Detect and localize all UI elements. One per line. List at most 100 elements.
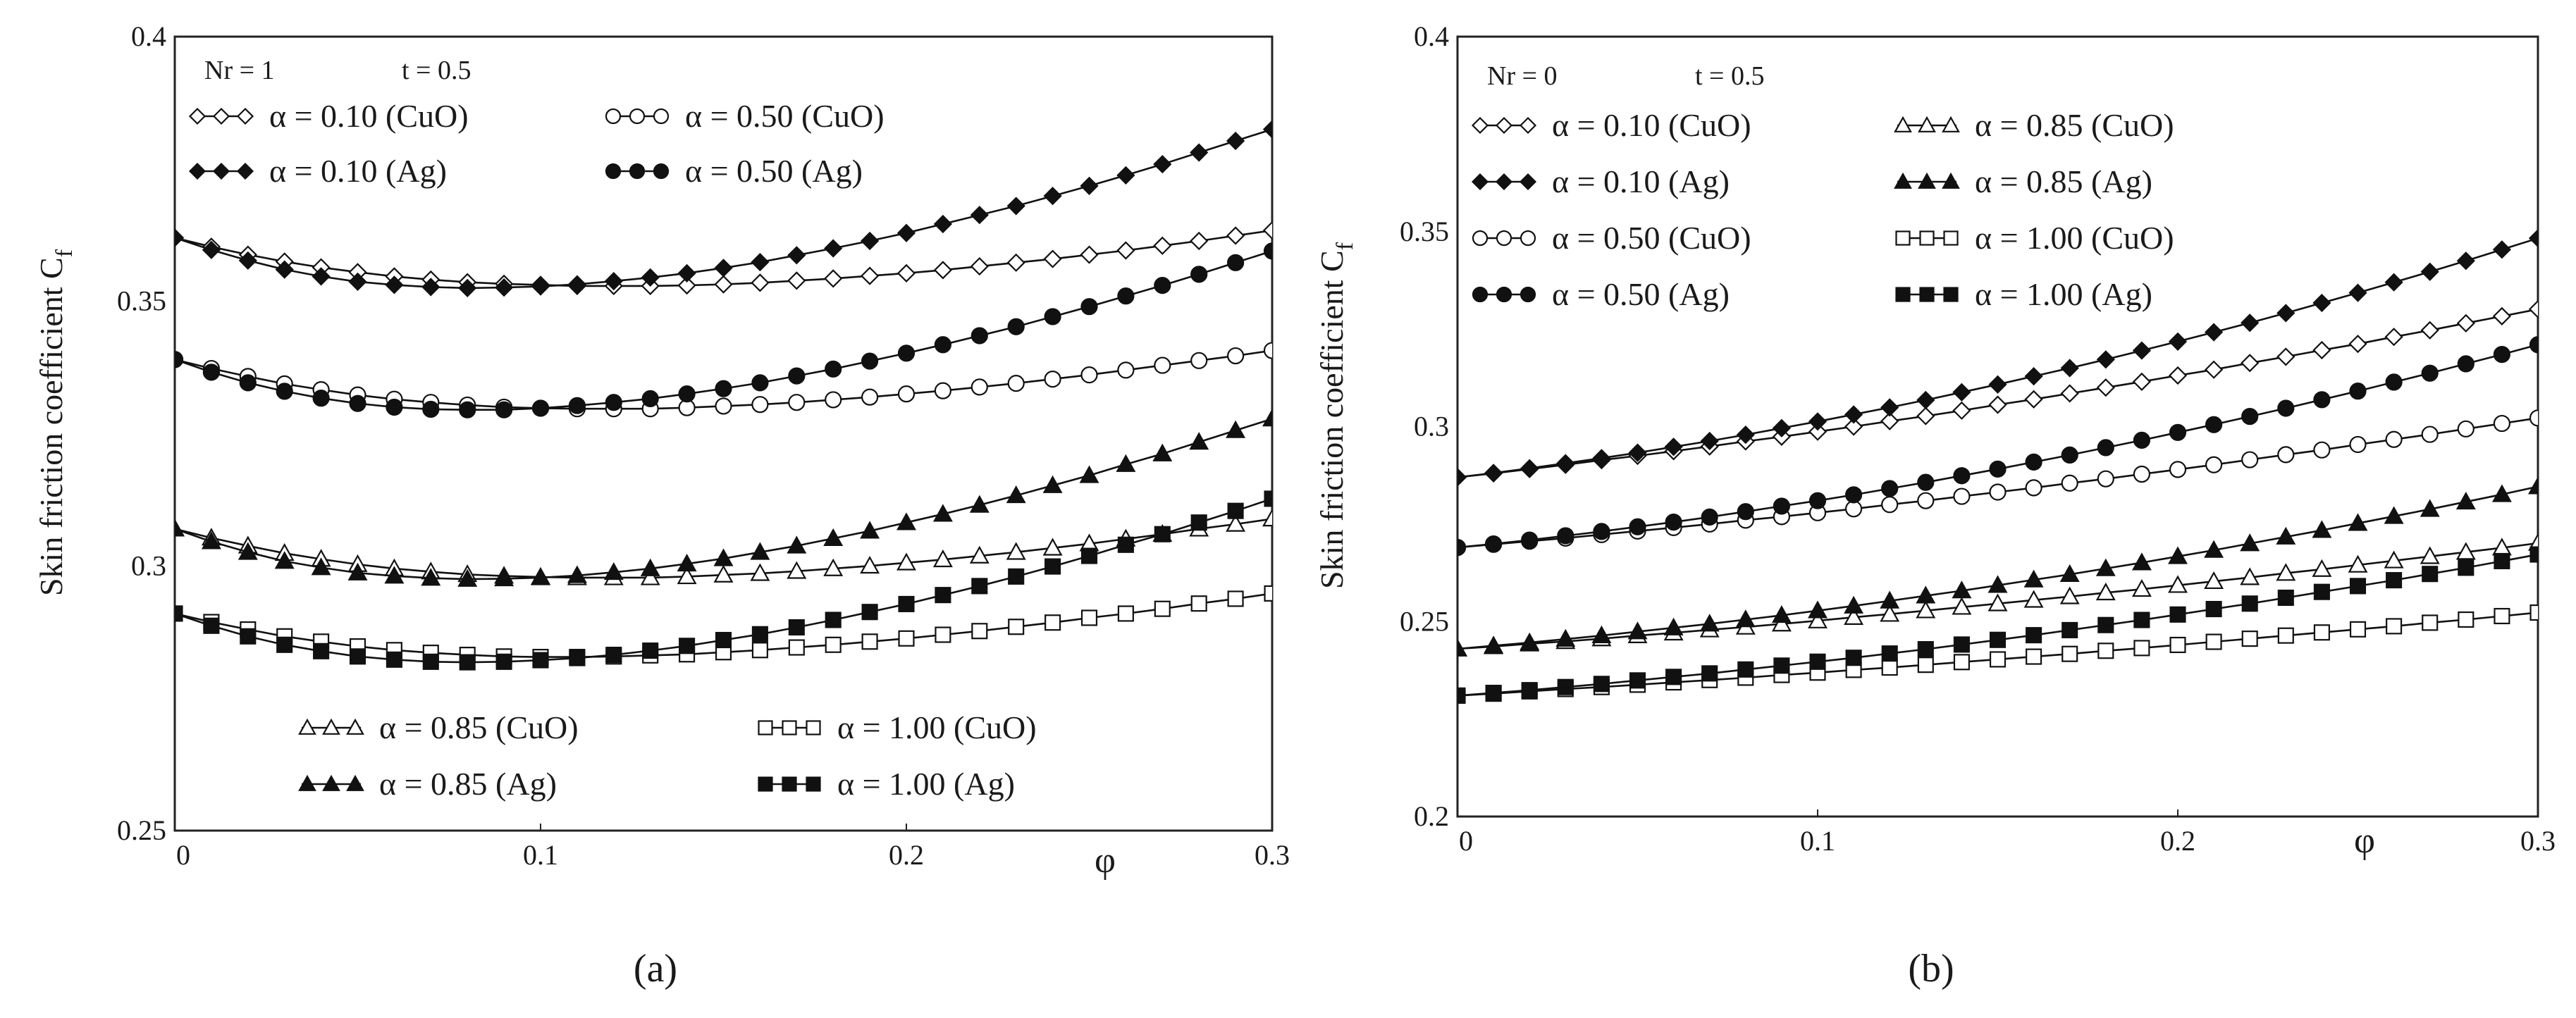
data-point (1555, 628, 1576, 647)
data-point (1116, 241, 1135, 260)
data-point (1988, 593, 2008, 612)
x-tick-label: 0.2 (2160, 825, 2195, 857)
x-tick-label: 0.3 (2520, 825, 2556, 857)
data-point (1117, 361, 1135, 379)
data-point (933, 261, 953, 280)
data-point (1880, 590, 1900, 609)
legend-marker (653, 163, 670, 180)
data-point (2422, 566, 2439, 583)
legend-marker (629, 108, 646, 125)
data-point (1989, 460, 2007, 478)
data-point (385, 275, 404, 294)
data-point (897, 344, 916, 362)
legend-label: α = 0.85 (CuO) (379, 709, 579, 745)
data-point (531, 567, 550, 585)
data-point (203, 617, 220, 634)
data-point (1485, 535, 1503, 553)
data-point (1043, 249, 1062, 268)
data-point (458, 278, 477, 297)
data-point (569, 650, 586, 666)
data-point (2312, 559, 2332, 577)
data-point (311, 557, 331, 576)
data-point (2313, 391, 2331, 409)
data-point (825, 360, 842, 378)
data-point (459, 401, 476, 418)
data-point (2420, 546, 2440, 564)
data-point (2312, 340, 2331, 360)
data-point (1808, 492, 1827, 509)
data-point (1916, 600, 1936, 619)
data-point (1881, 659, 1898, 676)
data-point (421, 568, 441, 586)
data-point (2132, 372, 2152, 391)
data-point (2349, 578, 2367, 595)
data-point (861, 388, 879, 406)
data-point (2276, 347, 2295, 366)
data-point (1772, 418, 1792, 437)
data-point (1917, 657, 1934, 674)
data-point (457, 569, 478, 587)
data-point (2168, 575, 2188, 593)
data-point (1154, 600, 1171, 617)
data-point (1593, 523, 1610, 540)
data-point (2097, 470, 2114, 488)
data-point (2277, 627, 2294, 644)
data-point (2456, 252, 2475, 271)
data-point (1044, 614, 1061, 631)
data-point (1006, 485, 1026, 504)
data-point (1773, 497, 1790, 515)
data-point (2528, 476, 2538, 495)
data-point (1952, 581, 1972, 599)
data-point (678, 385, 696, 403)
legend-label: α = 0.50 (Ag) (685, 153, 863, 189)
legend-marker (1942, 172, 1960, 189)
data-point (2529, 546, 2538, 563)
data-point (2421, 426, 2439, 443)
data-point (935, 626, 951, 643)
data-point (349, 648, 366, 665)
data-point (1189, 432, 1209, 450)
data-point (1226, 131, 1245, 151)
data-point (1988, 575, 2008, 593)
data-point (605, 647, 622, 664)
data-point (2455, 491, 2476, 510)
data-point (2529, 604, 2538, 621)
legend-label: α = 0.85 (CuO) (1975, 107, 2174, 143)
data-point (969, 495, 990, 513)
data-point (788, 639, 805, 656)
data-point (2095, 582, 2116, 601)
header-t-b: t = 0.5 (1695, 61, 1765, 91)
y-tick-label: 0.3 (131, 550, 166, 581)
data-point (1917, 640, 1934, 658)
data-point (2420, 499, 2440, 517)
data-point (1773, 657, 1790, 674)
data-point (2131, 552, 2152, 571)
chart-panel-a: 0.25 0.3 0.35 0.4 0 0.1 0.2 0.3 Skin friction c… (33, 20, 1290, 991)
data-point (275, 260, 294, 279)
data-point (1880, 411, 1899, 430)
data-point (1917, 492, 1935, 509)
legend-marker (298, 718, 316, 735)
data-point (1557, 527, 1574, 545)
data-point (1226, 226, 1245, 245)
data-point (2385, 430, 2403, 448)
legend-item: α = 0.10 (Ag) (1471, 163, 1730, 199)
data-point (1591, 625, 1612, 643)
data-point (787, 246, 806, 265)
data-point (1006, 542, 1026, 560)
data-point (1190, 595, 1207, 612)
data-point (605, 394, 622, 411)
data-point (1458, 687, 1466, 704)
data-point (2241, 631, 2258, 647)
legend-marker (1895, 230, 1911, 246)
legend-item: α = 1.00 (Ag) (758, 766, 1015, 802)
data-point (2096, 350, 2115, 369)
data-point (1044, 308, 1061, 325)
data-point (750, 542, 770, 560)
data-point (239, 374, 257, 392)
data-point (787, 535, 807, 554)
legend-label: α = 0.85 (Ag) (1975, 163, 2152, 199)
data-point (1736, 426, 1755, 445)
data-point (1809, 653, 1826, 670)
